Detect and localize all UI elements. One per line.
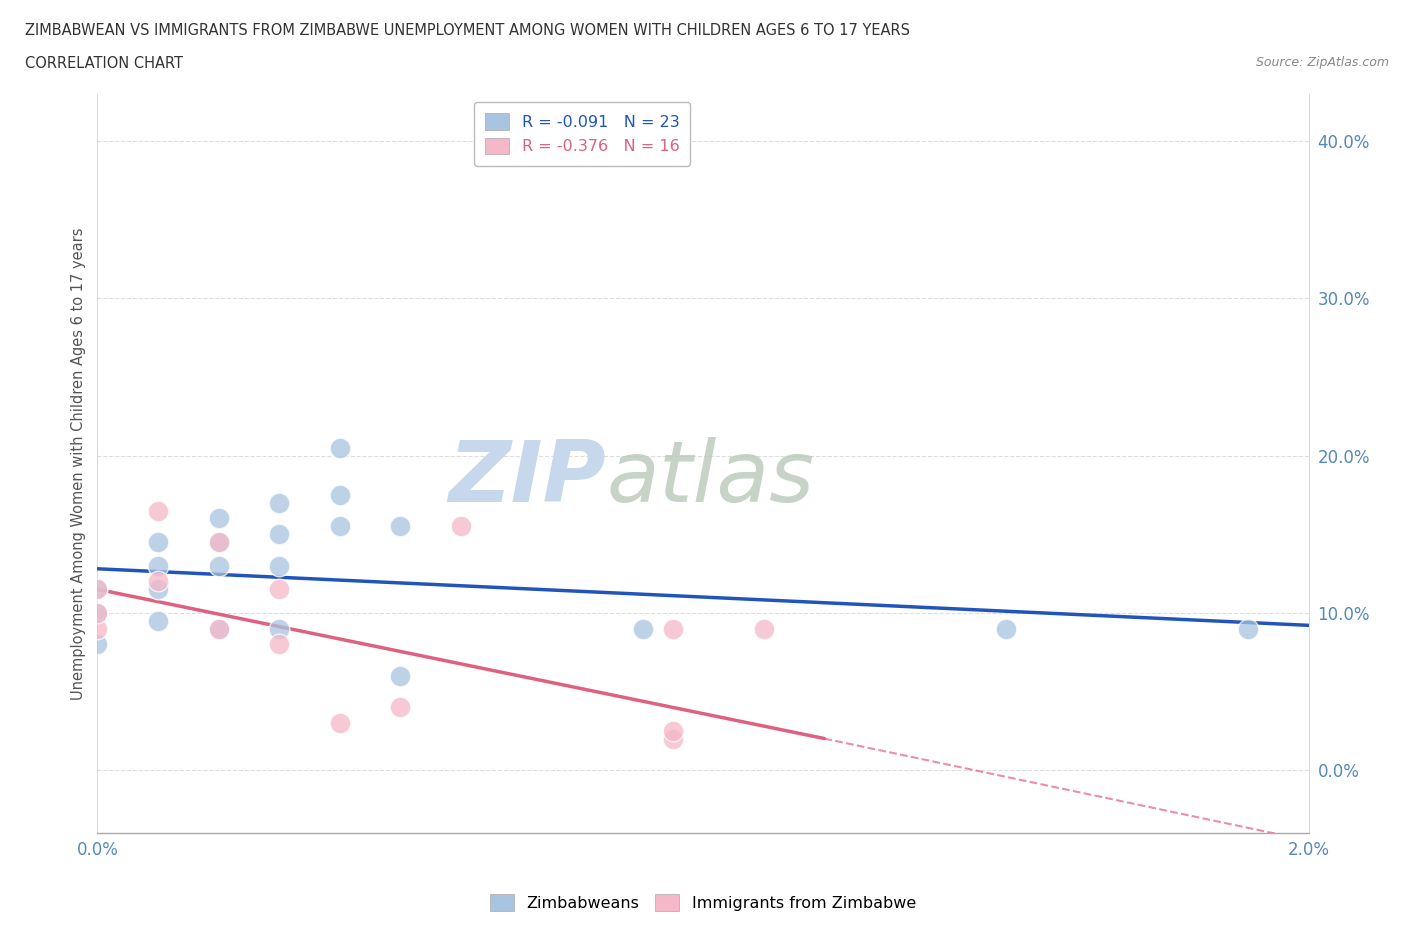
Point — [86, 621, 108, 636]
Point — [662, 724, 685, 738]
Point — [86, 637, 108, 652]
Text: ZIMBABWEAN VS IMMIGRANTS FROM ZIMBABWE UNEMPLOYMENT AMONG WOMEN WITH CHILDREN AG: ZIMBABWEAN VS IMMIGRANTS FROM ZIMBABWE U… — [25, 23, 910, 38]
Point — [269, 637, 291, 652]
Point — [631, 621, 654, 636]
Point — [146, 582, 169, 597]
Point — [269, 558, 291, 573]
Point — [389, 699, 412, 714]
Point — [450, 519, 472, 534]
Point — [86, 605, 108, 620]
Point — [146, 503, 169, 518]
Y-axis label: Unemployment Among Women with Children Ages 6 to 17 years: Unemployment Among Women with Children A… — [72, 227, 86, 699]
Point — [146, 535, 169, 550]
Point — [389, 519, 412, 534]
Point — [146, 574, 169, 589]
Point — [329, 519, 352, 534]
Point — [207, 621, 229, 636]
Point — [329, 487, 352, 502]
Point — [752, 621, 775, 636]
Point — [995, 621, 1018, 636]
Point — [389, 669, 412, 684]
Point — [269, 496, 291, 511]
Point — [662, 621, 685, 636]
Point — [662, 731, 685, 746]
Point — [207, 512, 229, 526]
Point — [269, 526, 291, 541]
Point — [146, 558, 169, 573]
Point — [86, 582, 108, 597]
Legend: R = -0.091   N = 23, R = -0.376   N = 16: R = -0.091 N = 23, R = -0.376 N = 16 — [474, 102, 690, 166]
Point — [86, 582, 108, 597]
Point — [207, 558, 229, 573]
Point — [207, 535, 229, 550]
Text: CORRELATION CHART: CORRELATION CHART — [25, 56, 183, 71]
Point — [86, 605, 108, 620]
Text: atlas: atlas — [606, 437, 814, 520]
Text: Source: ZipAtlas.com: Source: ZipAtlas.com — [1256, 56, 1389, 69]
Text: ZIP: ZIP — [449, 437, 606, 520]
Point — [207, 535, 229, 550]
Point — [329, 440, 352, 455]
Point — [207, 621, 229, 636]
Legend: Zimbabweans, Immigrants from Zimbabwe: Zimbabweans, Immigrants from Zimbabwe — [484, 888, 922, 917]
Point — [269, 582, 291, 597]
Point — [146, 613, 169, 628]
Point — [269, 621, 291, 636]
Point — [1237, 621, 1260, 636]
Point — [329, 715, 352, 730]
